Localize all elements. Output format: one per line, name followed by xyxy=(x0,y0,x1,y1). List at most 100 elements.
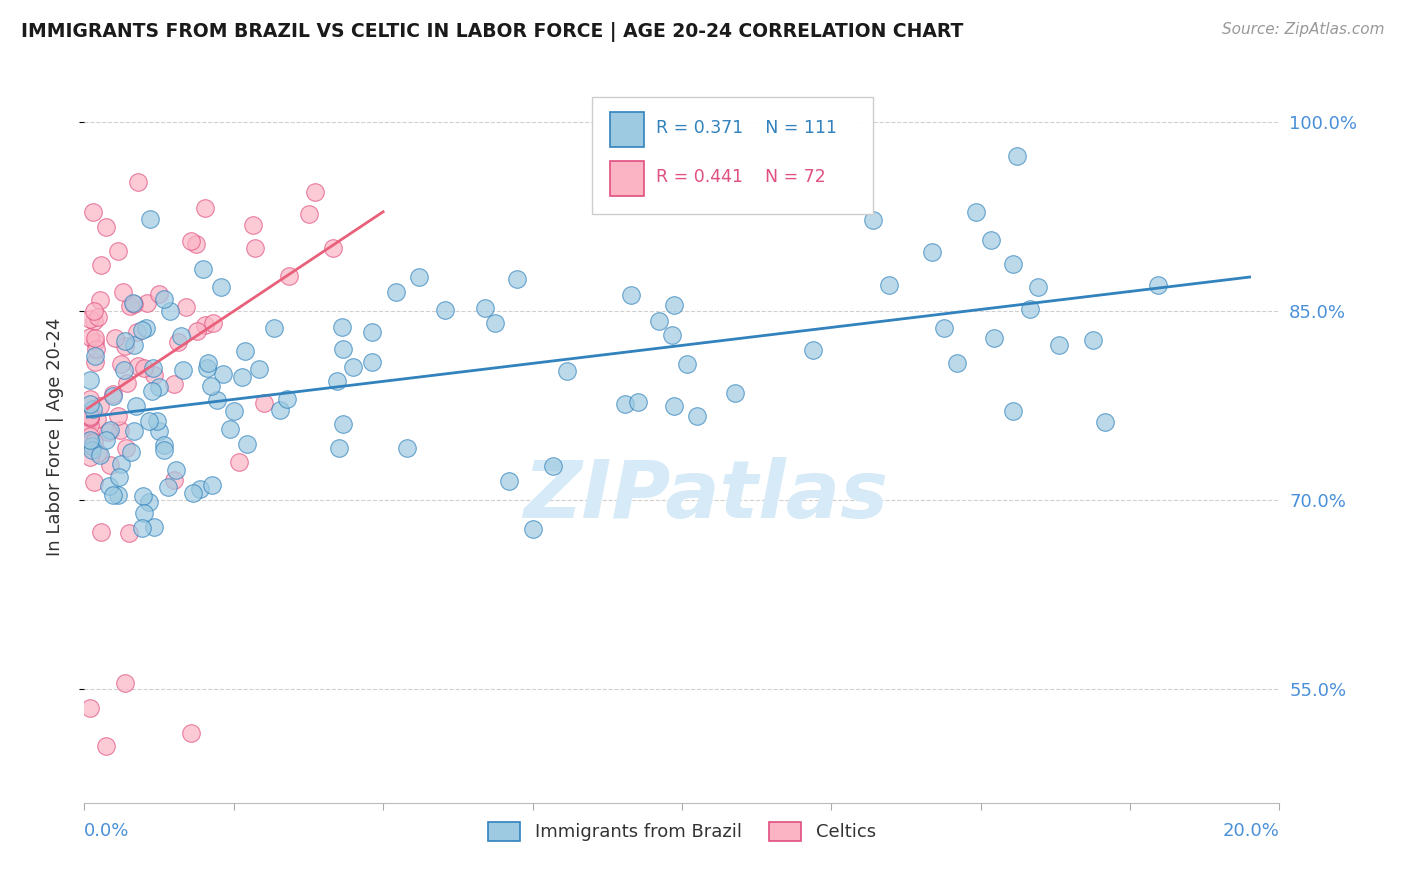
Point xyxy=(79,428,101,442)
Point xyxy=(82,439,104,453)
Point xyxy=(194,318,217,332)
Point xyxy=(648,314,671,328)
Point xyxy=(801,343,824,357)
Point xyxy=(115,441,138,455)
Point xyxy=(664,399,686,413)
Point xyxy=(980,233,1002,247)
Point xyxy=(114,334,136,349)
Point xyxy=(211,367,233,381)
Point xyxy=(127,326,149,340)
Point xyxy=(110,357,132,371)
Point xyxy=(98,478,121,492)
Point xyxy=(131,323,153,337)
Point xyxy=(184,237,207,252)
Point xyxy=(174,300,197,314)
Point xyxy=(94,433,117,447)
Point xyxy=(120,445,142,459)
Point xyxy=(83,355,105,369)
Point xyxy=(153,292,176,306)
Point xyxy=(1083,334,1105,348)
Point xyxy=(89,293,111,307)
Text: Source: ZipAtlas.com: Source: ZipAtlas.com xyxy=(1222,22,1385,37)
Point xyxy=(110,458,132,472)
Point xyxy=(1001,257,1024,271)
Point xyxy=(79,701,101,715)
Point xyxy=(277,269,299,284)
Point xyxy=(620,288,643,302)
Point xyxy=(330,320,353,334)
Point xyxy=(433,303,456,318)
Point xyxy=(153,442,176,457)
Point xyxy=(159,304,181,318)
Point xyxy=(627,395,650,409)
Point xyxy=(163,473,186,487)
Point xyxy=(166,334,188,349)
Point xyxy=(79,409,101,424)
Point xyxy=(218,422,240,436)
Point xyxy=(686,409,709,423)
Point xyxy=(361,325,384,339)
Point xyxy=(395,442,418,456)
Point xyxy=(107,488,129,502)
Point xyxy=(207,393,229,408)
Point xyxy=(89,448,111,462)
Point xyxy=(79,312,101,326)
Point xyxy=(103,331,125,345)
Point xyxy=(153,438,176,452)
Point xyxy=(408,270,430,285)
Point xyxy=(97,425,120,440)
Point xyxy=(122,297,145,311)
Point xyxy=(142,361,165,376)
Point xyxy=(298,207,321,221)
Point xyxy=(87,445,110,459)
Point xyxy=(83,331,105,345)
Point xyxy=(541,459,564,474)
Point xyxy=(98,458,121,472)
Point xyxy=(87,310,110,324)
Point xyxy=(79,436,101,450)
Point xyxy=(101,389,124,403)
Point xyxy=(112,363,135,377)
Point xyxy=(932,321,955,335)
FancyBboxPatch shape xyxy=(610,161,644,195)
Point xyxy=(222,404,245,418)
Point xyxy=(80,442,103,457)
Point xyxy=(120,300,142,314)
Point xyxy=(879,278,901,293)
Point xyxy=(194,202,217,216)
Point xyxy=(522,523,544,537)
Point xyxy=(82,204,104,219)
Point xyxy=(163,376,186,391)
Point xyxy=(332,417,354,431)
Point xyxy=(231,370,253,384)
Point xyxy=(96,220,118,235)
Point xyxy=(148,380,170,394)
Point xyxy=(233,343,256,358)
Point xyxy=(138,414,160,428)
Point xyxy=(1002,403,1025,417)
Point xyxy=(122,296,145,310)
Point xyxy=(946,356,969,370)
Point xyxy=(170,329,193,343)
Point xyxy=(263,321,285,335)
Point xyxy=(107,244,129,258)
Point xyxy=(111,285,134,299)
Point xyxy=(243,241,266,255)
Point xyxy=(983,331,1005,345)
Point xyxy=(114,676,136,690)
Point xyxy=(90,258,112,272)
Point xyxy=(135,320,157,334)
Point xyxy=(146,414,169,428)
Text: 20.0%: 20.0% xyxy=(1223,822,1279,839)
Point xyxy=(89,399,111,413)
Point xyxy=(193,262,215,277)
Point xyxy=(862,212,884,227)
Point xyxy=(83,475,105,489)
Point xyxy=(484,316,506,330)
Point xyxy=(1005,148,1028,162)
Point xyxy=(676,357,699,371)
Point xyxy=(84,334,107,349)
Point xyxy=(253,396,276,410)
Point xyxy=(326,374,349,388)
Point xyxy=(186,324,208,338)
